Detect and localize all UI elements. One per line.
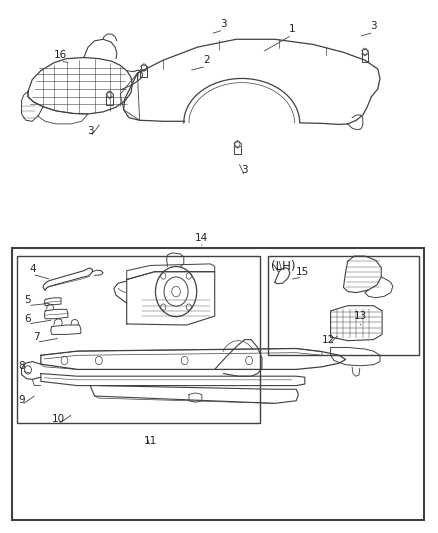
Text: 4: 4 [29, 264, 35, 274]
Text: (LH): (LH) [272, 260, 296, 273]
Bar [17, 256, 260, 423]
Text: 3: 3 [370, 21, 377, 31]
Text: 14: 14 [195, 233, 208, 243]
Text: 9: 9 [18, 395, 25, 405]
Text: 2: 2 [203, 55, 209, 65]
Text: 15: 15 [296, 266, 309, 277]
Text: 1: 1 [289, 24, 295, 34]
Text: 5: 5 [25, 295, 31, 305]
Text: 13: 13 [354, 311, 367, 321]
Text: 16: 16 [53, 50, 67, 60]
Text: 3: 3 [220, 19, 226, 29]
Text: 10: 10 [52, 414, 64, 424]
Bar [12, 248, 424, 520]
Text: 7: 7 [33, 332, 40, 342]
Text: 12: 12 [322, 335, 335, 345]
Text: 6: 6 [25, 314, 31, 324]
Text: 3: 3 [241, 165, 248, 175]
Text: 8: 8 [18, 361, 25, 371]
Text: 11: 11 [144, 437, 157, 447]
Text: 3: 3 [87, 126, 94, 136]
Bar [268, 256, 419, 356]
